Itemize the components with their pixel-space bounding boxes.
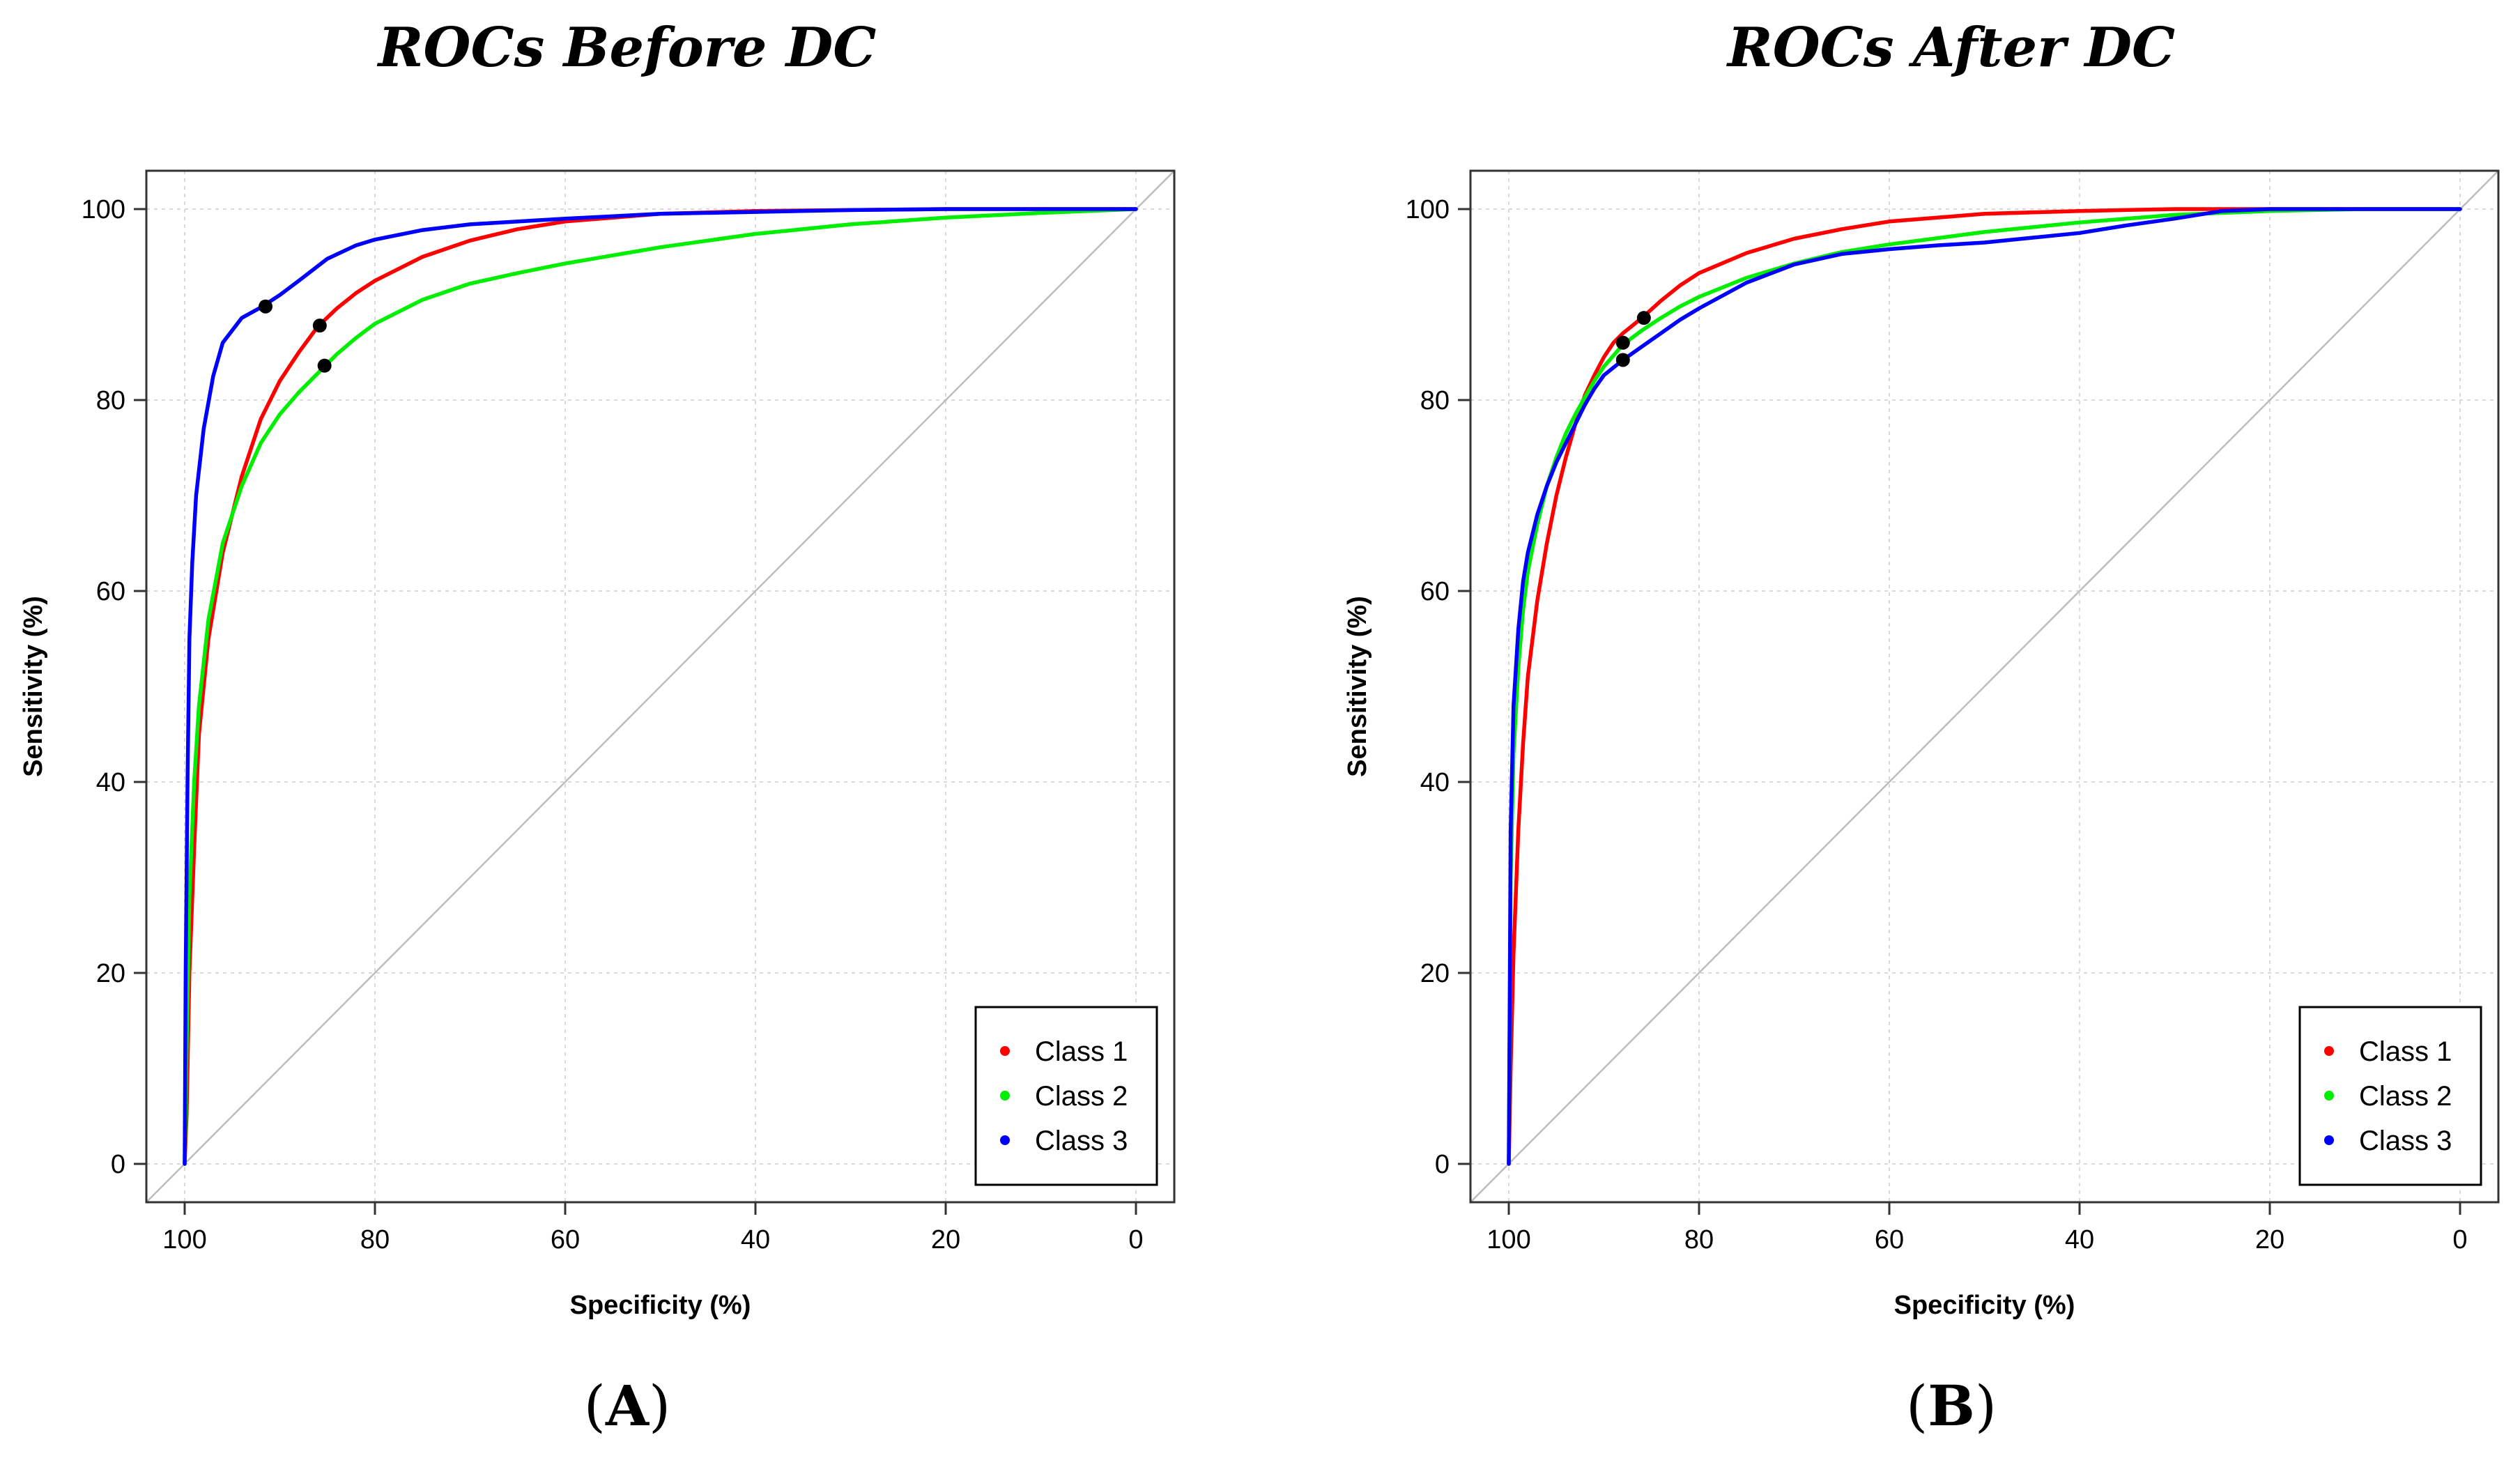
x-tick-label: 0 — [1128, 1225, 1143, 1254]
y-tick-label: 40 — [96, 768, 125, 797]
cutoff-point-class-3 — [259, 299, 273, 314]
legend-marker-class-1 — [1000, 1046, 1010, 1056]
y-tick-label: 0 — [1435, 1150, 1450, 1179]
x-tick-label: 100 — [1486, 1225, 1530, 1254]
x-tick-label: 20 — [2255, 1225, 2284, 1254]
panel-b: ROCs After DC 100 80 60 40 20 0 0 20 40 60 80 100 Spe… — [1343, 16, 2500, 1438]
panel-label: (B) — [1906, 1373, 1997, 1438]
chart-title: ROCs Before DC — [377, 16, 877, 79]
panel-label: (A) — [584, 1373, 671, 1438]
diagonal-line — [146, 170, 1175, 1203]
x-tick-label: 40 — [2065, 1225, 2094, 1254]
legend-label-class-2: Class 2 — [1035, 1081, 1128, 1112]
legend-marker-class-2 — [1000, 1091, 1010, 1100]
x-tick-label: 80 — [360, 1225, 390, 1254]
legend-label-class-1: Class 1 — [2359, 1036, 2452, 1067]
x-tick-label: 60 — [551, 1225, 580, 1254]
y-axis-label: Sensitivity (%) — [19, 596, 48, 777]
x-tick-label: 40 — [741, 1225, 770, 1254]
plot-frame — [145, 169, 1176, 1204]
cutoff-point-class-2 — [317, 358, 332, 373]
legend-label-class-1: Class 1 — [1035, 1036, 1128, 1067]
y-tick-label: 20 — [96, 959, 125, 988]
series-line-class-3 — [183, 207, 1138, 1166]
x-axis-label: Specificity (%) — [570, 1291, 751, 1320]
x-tick-label: 80 — [1684, 1225, 1714, 1254]
chart-title: ROCs After DC — [1726, 16, 2175, 79]
legend-label-class-2: Class 2 — [2359, 1081, 2452, 1112]
x-tick-label: 20 — [931, 1225, 960, 1254]
y-tick-label: 60 — [1420, 577, 1450, 606]
legend-marker-class-2 — [2324, 1091, 2334, 1100]
cutoff-point-class-3 — [1615, 353, 1630, 367]
x-tick-label: 60 — [1875, 1225, 1904, 1254]
x-tick-label: 100 — [162, 1225, 206, 1254]
x-tick-label: 0 — [2452, 1225, 2467, 1254]
legend-label-class-3: Class 3 — [1035, 1126, 1128, 1156]
cutoff-point-class-1 — [312, 319, 327, 333]
y-tick-label: 40 — [1420, 768, 1450, 797]
legend-marker-class-3 — [1000, 1135, 1010, 1145]
series-line-class-3 — [1507, 207, 2462, 1166]
series-line-class-2 — [183, 207, 1138, 1166]
x-axis-label: Specificity (%) — [1894, 1291, 2075, 1320]
legend-label-class-3: Class 3 — [2359, 1126, 2452, 1156]
y-tick-label: 80 — [1420, 386, 1450, 415]
y-tick-label: 0 — [111, 1150, 125, 1179]
plot-frame — [1469, 169, 2500, 1204]
y-tick-label: 20 — [1420, 959, 1450, 988]
legend-marker-class-1 — [2324, 1046, 2334, 1056]
cutoff-point-class-2 — [1615, 335, 1630, 350]
cutoff-point-class-1 — [1636, 311, 1651, 325]
legend-marker-class-3 — [2324, 1135, 2334, 1145]
y-tick-label: 80 — [96, 386, 125, 415]
y-axis-label: Sensitivity (%) — [1343, 596, 1372, 777]
panel-a: ROCs Before DC 100 80 60 40 20 0 0 20 40 60 80 100 Sp… — [19, 16, 1176, 1438]
y-tick-label: 100 — [82, 195, 125, 224]
y-tick-label: 100 — [1406, 195, 1450, 224]
diagonal-line — [1470, 170, 2499, 1203]
y-tick-label: 60 — [96, 577, 125, 606]
